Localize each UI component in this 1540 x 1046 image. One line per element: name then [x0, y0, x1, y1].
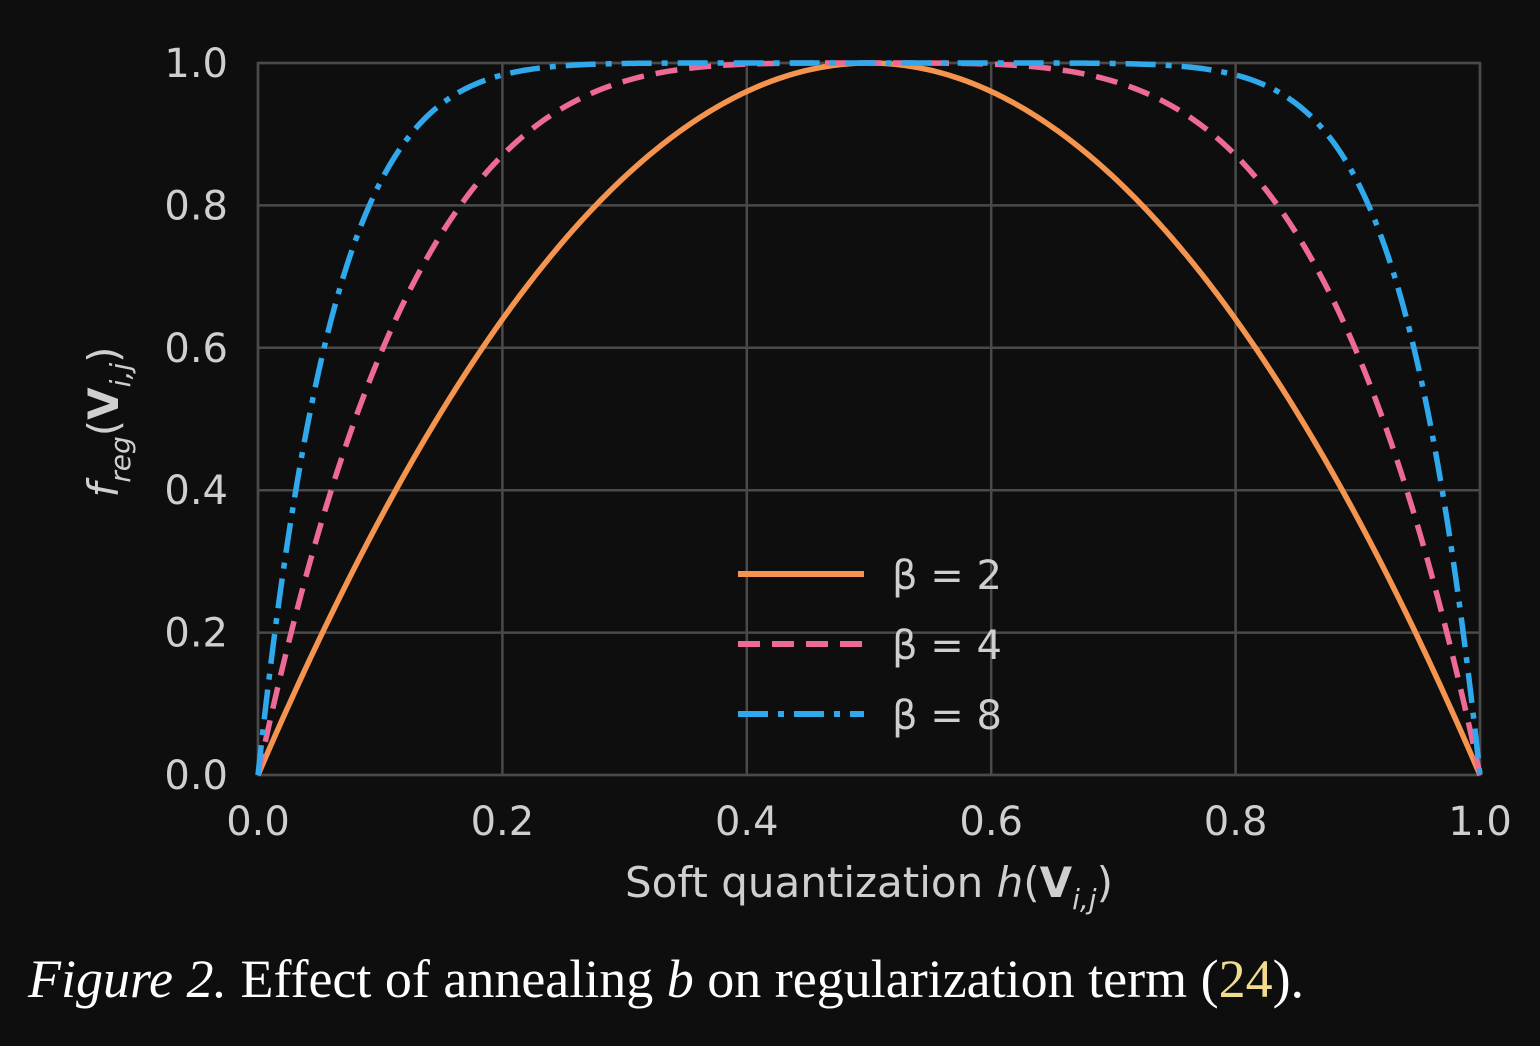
legend-label: β = 2	[892, 553, 1002, 599]
caption-symbol: b	[666, 949, 694, 1009]
x-axis-label: Soft quantization h(Vi,j)	[625, 858, 1113, 916]
x-tick-label: 1.0	[1448, 799, 1512, 845]
plot-frame	[256, 61, 1482, 777]
figure-caption: Figure 2. Effect of annealing b on regul…	[28, 948, 1304, 1010]
x-tick-label: 0.0	[226, 799, 290, 845]
caption-close: ).	[1272, 949, 1305, 1009]
series-line-3	[255, 60, 1483, 776]
x-tick-label: 0.6	[959, 799, 1023, 845]
legend-label: β = 4	[892, 623, 1002, 669]
caption-text-before: Effect of annealing	[226, 949, 667, 1009]
series-lines	[255, 60, 1483, 777]
x-ticks: 0.0 0.2 0.4 0.6 0.8 1.0	[226, 799, 1512, 845]
caption-lead: Figure 2.	[28, 949, 227, 1009]
legend-label: β = 8	[892, 693, 1002, 739]
y-tick-label: 1.0	[164, 41, 228, 87]
legend: β = 2 β = 4 β = 8	[738, 553, 1002, 739]
series-line-2	[255, 60, 1483, 776]
y-tick-label: 0.8	[164, 183, 228, 229]
y-tick-label: 0.0	[164, 753, 228, 799]
x-tick-label: 0.2	[471, 799, 535, 845]
series-line-1	[255, 60, 1483, 777]
y-tick-label: 0.2	[164, 611, 228, 657]
y-tick-label: 0.4	[164, 468, 228, 514]
grid	[256, 61, 1482, 777]
chart: 0.0 0.2 0.4 0.6 0.8 1.0 0.0 0.2 0.4 0.6 0.8 1.0 β …	[79, 41, 1512, 916]
y-axis-label: freg(Vi,j)	[79, 346, 137, 497]
caption-text-after: on regularization term (	[693, 949, 1219, 1009]
y-tick-label: 0.6	[164, 326, 228, 372]
x-tick-label: 0.4	[715, 799, 779, 845]
x-tick-label: 0.8	[1204, 799, 1268, 845]
y-ticks: 0.0 0.2 0.4 0.6 0.8 1.0	[164, 41, 228, 799]
caption-equation-link[interactable]: 24	[1218, 949, 1273, 1009]
